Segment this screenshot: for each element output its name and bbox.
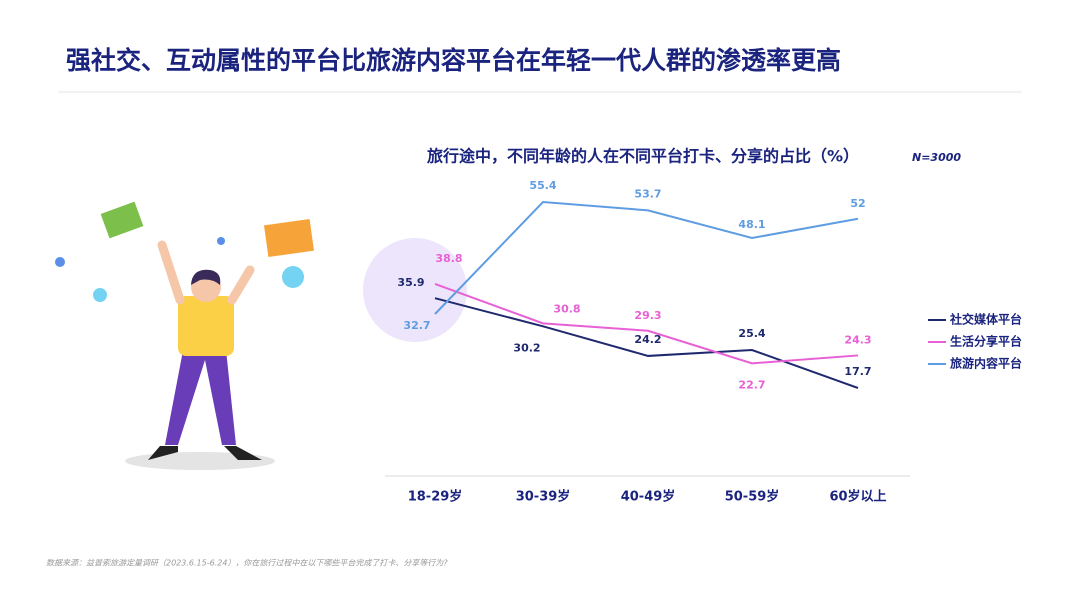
illustration (55, 201, 315, 470)
data-label: 35.9 (397, 276, 424, 289)
data-label: 24.2 (634, 333, 661, 346)
data-label: 25.4 (738, 327, 765, 340)
data-label: 24.3 (844, 333, 871, 346)
slide-title: 强社交、互动属性的平台比旅游内容平台在年轻一代人群的渗透率更高 (66, 46, 841, 75)
x-tick-label: 50-59岁 (725, 489, 780, 505)
series-line (434, 282, 859, 365)
data-label: 30.2 (513, 341, 540, 354)
legend-label: 旅游内容平台 (950, 356, 1022, 371)
chart-title: 旅行途中，不同年龄的人在不同平台打卡、分享的占比（%） (427, 147, 859, 166)
data-label: 29.3 (634, 309, 661, 322)
source-note: 数据来源：益普索旅游定量调研（2023.6.15-6.24），你在旅行过程中在以… (46, 559, 448, 568)
data-label: 32.7 (403, 319, 430, 332)
series-line (434, 200, 859, 315)
data-label: 38.8 (435, 252, 462, 265)
data-label: 22.7 (738, 378, 765, 391)
legend-label: 生活分享平台 (950, 334, 1022, 349)
x-tick-label: 30-39岁 (516, 489, 571, 505)
chart-note: N=3000 (912, 151, 961, 164)
data-label: 53.7 (634, 187, 661, 200)
x-tick-label: 60岁以上 (829, 489, 886, 505)
data-label: 17.7 (844, 365, 871, 378)
highlight-circle (363, 238, 467, 342)
x-tick-label: 40-49岁 (621, 489, 676, 505)
x-tick-label: 18-29岁 (408, 489, 463, 505)
data-label: 48.1 (738, 218, 765, 231)
legend-label: 社交媒体平台 (949, 312, 1022, 327)
data-label: 52 (850, 197, 865, 210)
data-label: 30.8 (553, 302, 580, 315)
series-line (434, 297, 859, 389)
data-label: 55.4 (529, 179, 556, 192)
